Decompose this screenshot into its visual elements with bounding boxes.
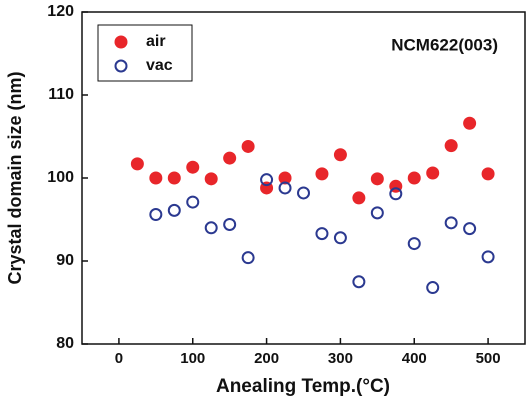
point [389, 187, 403, 201]
y-tick-label: 120 [47, 3, 74, 20]
x-axis-label: Anealing Temp.(°C) [216, 376, 390, 397]
x-tick-label: 0 [115, 350, 123, 367]
point [130, 157, 144, 171]
point [223, 151, 237, 165]
x-tick-label: 100 [180, 350, 205, 367]
point [333, 148, 347, 162]
point [241, 251, 255, 265]
point [167, 203, 181, 217]
point [186, 195, 200, 209]
point [223, 217, 237, 231]
point [352, 191, 366, 205]
x-tick-label: 200 [254, 350, 279, 367]
point [481, 250, 495, 264]
point [278, 171, 292, 185]
x-tick-label: 500 [476, 350, 501, 367]
point [407, 237, 421, 251]
y-axis-label: Crystal domain size (nm) [5, 71, 25, 284]
y-tick-label: 110 [48, 86, 74, 103]
point [278, 181, 292, 195]
legend-marker [114, 59, 128, 73]
point [333, 231, 347, 245]
point [407, 171, 421, 185]
y-tick-label: 80 [56, 335, 74, 352]
point [315, 227, 329, 241]
x-tick-label: 300 [328, 350, 353, 367]
annotation: NCM622(003) [391, 35, 498, 54]
point [204, 221, 218, 235]
point [186, 160, 200, 174]
y-tick-label: 100 [47, 169, 74, 186]
legend-label: air [146, 33, 166, 50]
point [167, 171, 181, 185]
point [444, 139, 458, 153]
point [204, 172, 218, 186]
y-tick-label: 90 [56, 252, 74, 269]
point [444, 216, 458, 230]
x-tick-label: 400 [402, 350, 427, 367]
point [297, 186, 310, 200]
legend-label: vac [146, 57, 173, 74]
legend-box [97, 24, 193, 82]
point [426, 281, 440, 295]
point [241, 139, 255, 153]
point [370, 206, 384, 220]
point [149, 208, 163, 222]
point [260, 173, 274, 187]
point [149, 171, 163, 185]
point [463, 222, 477, 236]
legend-marker [114, 35, 128, 49]
point [370, 172, 384, 186]
point [352, 275, 366, 289]
point [481, 167, 495, 181]
point [426, 166, 440, 180]
point [463, 116, 477, 130]
point [315, 167, 329, 181]
